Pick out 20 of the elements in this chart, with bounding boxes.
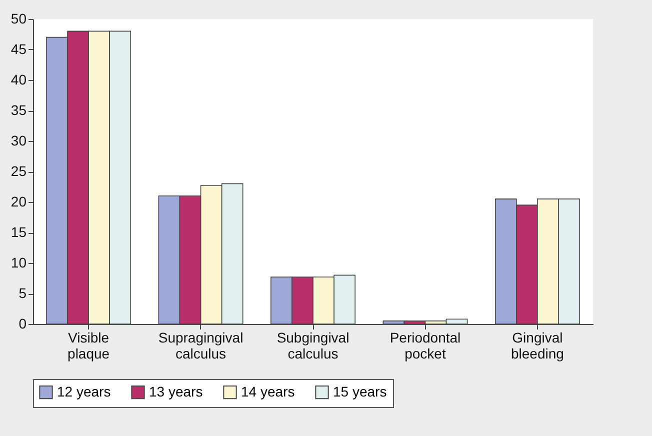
y-tick-label: 25 (10, 163, 27, 179)
y-tick-label: 0 (18, 316, 27, 332)
x-tick-label: Periodontal pocket (390, 330, 461, 362)
y-tick-label: 5 (18, 285, 27, 301)
y-tick-label: 40 (10, 72, 27, 88)
legend-label: 15 years (333, 383, 387, 400)
y-tick-label: 45 (10, 41, 27, 57)
y-tick-label: 30 (10, 132, 27, 148)
x-tick-label: Gingival bleeding (510, 330, 564, 362)
y-tick-label: 35 (10, 102, 27, 118)
y-tick-label: 50 (10, 10, 27, 26)
y-tick-label: 20 (10, 194, 27, 210)
y-tick-label: 15 (10, 224, 27, 240)
legend-label: 13 years (149, 383, 203, 400)
x-tick-label: Supragingival calculus (158, 330, 244, 362)
x-tick-label: Visible plaque (68, 330, 110, 362)
x-tick-label: Subgingival calculus (276, 330, 350, 362)
legend-label: 12 years (57, 383, 111, 400)
y-tick-label: 10 (10, 254, 27, 270)
legend-label: 14 years (241, 383, 295, 400)
